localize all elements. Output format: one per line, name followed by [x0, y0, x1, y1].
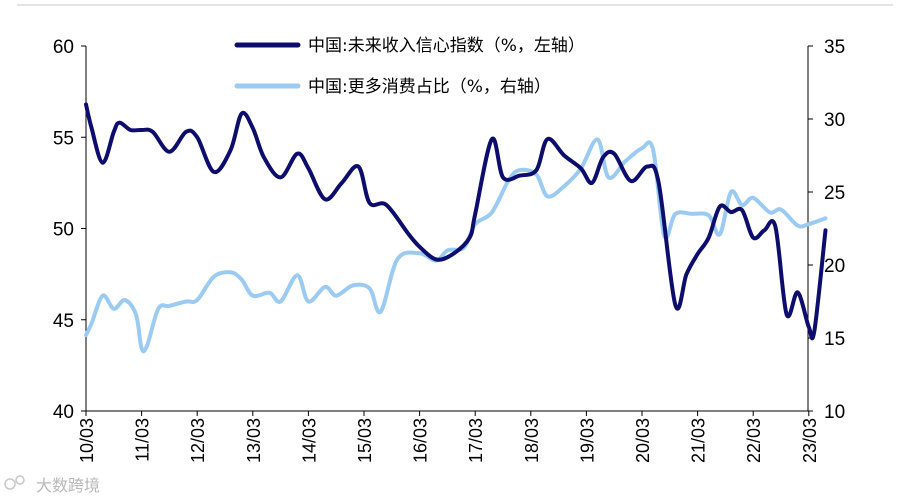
x-tick-label: 17/03	[466, 418, 486, 463]
right-y-tick-label: 15	[824, 329, 845, 350]
series-line-confidence	[84, 102, 828, 341]
x-tick-label: 21/03	[689, 418, 709, 463]
right-y-tick-label: 25	[824, 183, 845, 204]
left-y-tick-label: 45	[53, 311, 74, 332]
legend: 中国:未来收入信心指数（%，左轴） 中国:更多消费占比（%，右轴）	[234, 36, 585, 97]
x-tick-label: 18/03	[522, 418, 542, 463]
watermark: 大数跨境	[4, 475, 100, 495]
left-y-tick-label: 55	[53, 128, 74, 149]
right-y-tick-label: 30	[824, 110, 845, 131]
x-tick-label: 11/03	[133, 418, 153, 462]
x-tick-label: 23/03	[800, 418, 820, 463]
x-tick-label: 15/03	[355, 418, 375, 463]
axes	[85, 46, 809, 412]
legend-label-consumption: 中国:更多消费占比（%，右轴）	[308, 77, 551, 97]
x-tick-label: 20/03	[633, 418, 653, 463]
x-tick-label: 14/03	[299, 418, 319, 463]
x-tick-label: 13/03	[244, 418, 264, 463]
left-y-tick-label: 40	[53, 402, 74, 423]
right-y-tick-label: 20	[824, 256, 845, 277]
x-tick-label: 22/03	[744, 418, 764, 463]
series-layer	[84, 102, 828, 354]
series-line-consumption	[84, 137, 828, 354]
legend-label-confidence: 中国:未来收入信心指数（%，左轴）	[308, 36, 585, 56]
x-tick-label: 12/03	[188, 418, 208, 463]
right-y-axis-ticks: 10 15 20 25 30 35	[808, 37, 845, 423]
x-tick-label: 10/03	[77, 418, 97, 463]
x-tick-label: 19/03	[577, 418, 597, 463]
x-tick-label: 16/03	[411, 418, 431, 463]
x-axis-ticks: 10/03 11/03 12/03 13/03 14/03 15/03 16/03 17/03…	[77, 411, 820, 463]
watermark-text: 大数跨境	[36, 476, 100, 495]
watermark-logo-icon	[4, 478, 16, 490]
left-y-tick-label: 50	[53, 220, 74, 241]
right-y-tick-label: 35	[824, 37, 845, 58]
left-y-tick-label: 60	[53, 37, 74, 58]
right-y-tick-label: 10	[824, 402, 845, 423]
left-y-axis-ticks: 40 45 50 55 60	[53, 37, 86, 423]
watermark-logo-icon-2	[15, 475, 25, 485]
